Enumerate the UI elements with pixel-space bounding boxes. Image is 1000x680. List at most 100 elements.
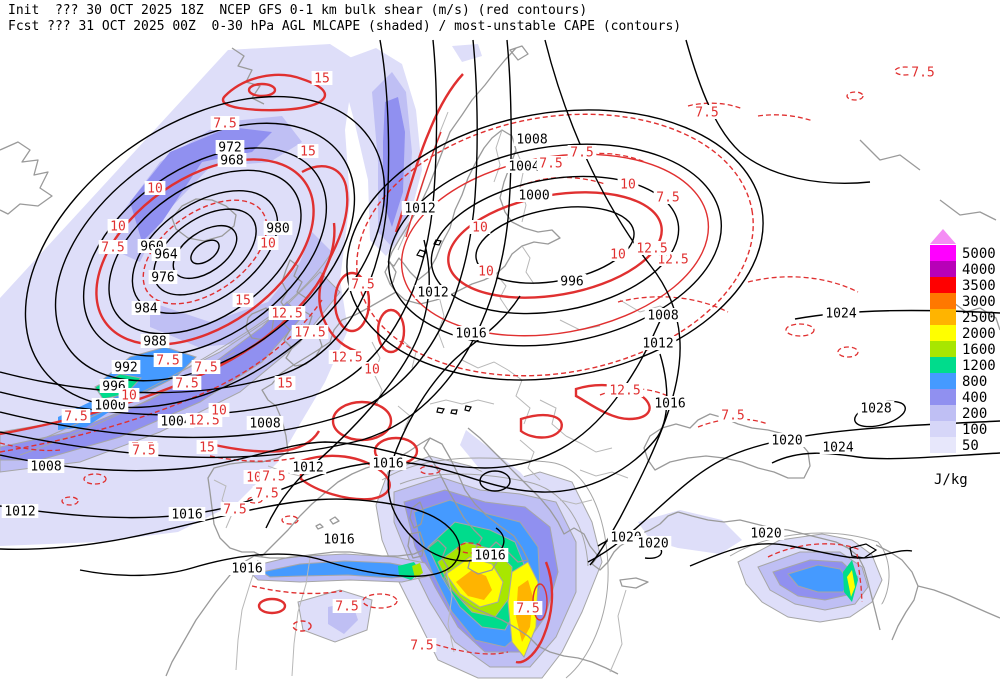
shear-label-box bbox=[252, 486, 282, 500]
pressure-label-box bbox=[215, 140, 245, 154]
shear-label: 17.5 bbox=[294, 326, 325, 341]
legend-value: 50 bbox=[962, 438, 979, 454]
shear-label-box bbox=[129, 443, 159, 457]
legend-level: 1600 bbox=[930, 341, 996, 358]
shear-label-box bbox=[220, 502, 250, 516]
shear-label: 10 bbox=[211, 404, 227, 419]
pressure-label: 988 bbox=[143, 335, 166, 350]
shear-label: 7.5 bbox=[695, 106, 718, 121]
shear-label-box bbox=[475, 264, 497, 278]
pressure-label-box bbox=[217, 153, 247, 167]
shear-label: 12.5 bbox=[609, 384, 640, 399]
shear-label: 7.5 bbox=[410, 639, 433, 654]
pressure-label: 1020 bbox=[637, 537, 668, 552]
pressure-label-box bbox=[320, 532, 358, 546]
pressure-label-box bbox=[131, 301, 161, 315]
pressure-label: 1004 bbox=[160, 415, 191, 430]
shear-label: 12.5 bbox=[657, 253, 688, 268]
legend-level: 3500 bbox=[930, 277, 996, 294]
shear-label: 7.5 bbox=[262, 470, 285, 485]
legend-swatch bbox=[930, 293, 956, 309]
pressure-label: 980 bbox=[266, 222, 289, 237]
pressure-label-box bbox=[401, 201, 439, 215]
legend-swatch bbox=[930, 437, 956, 453]
shear-label: 10 bbox=[610, 248, 626, 263]
shear-label-box bbox=[144, 181, 166, 195]
legend-value: 4000 bbox=[962, 262, 996, 278]
pressure-label-box bbox=[768, 433, 806, 447]
shear-label-box bbox=[61, 409, 91, 423]
shear-label: 7.5 bbox=[175, 377, 198, 392]
pressure-label: 972 bbox=[218, 141, 241, 156]
pressure-label: 1024 bbox=[825, 307, 856, 322]
pressure-label-box bbox=[168, 507, 206, 521]
legend-value: 2500 bbox=[962, 310, 996, 326]
pressure-label: 968 bbox=[220, 154, 243, 169]
pressure-label-box bbox=[515, 188, 553, 202]
shear-label-box bbox=[257, 236, 279, 250]
shear-label-box bbox=[654, 252, 692, 266]
pressure-label-box bbox=[513, 132, 551, 146]
legend-unit-label: J/kg bbox=[934, 472, 968, 488]
pressure-label-box bbox=[644, 308, 682, 322]
shear-label: 12.5 bbox=[188, 414, 219, 429]
legend-level: 3000 bbox=[930, 293, 996, 310]
header-fcst-line: Fcst ??? 31 OCT 2025 00Z 0-30 hPa AGL ML… bbox=[8, 19, 682, 34]
legend-value: 3500 bbox=[962, 278, 996, 294]
pressure-label-box bbox=[634, 536, 672, 550]
pressure-label-box bbox=[111, 360, 141, 374]
shear-label-box bbox=[210, 116, 240, 130]
legend-swatch bbox=[930, 341, 956, 357]
pressure-label-box bbox=[369, 456, 407, 470]
shear-label: 7.5 bbox=[101, 241, 124, 256]
shear-label-box bbox=[243, 470, 265, 484]
pressure-label: 976 bbox=[151, 271, 174, 286]
shear-label: 10 bbox=[121, 389, 137, 404]
pressure-label: 996 bbox=[560, 275, 583, 290]
legend-level: 50 bbox=[930, 437, 979, 454]
pressure-label: 1016 bbox=[372, 457, 403, 472]
shear-label-box bbox=[268, 306, 306, 320]
pressure-label: 1016 bbox=[474, 549, 505, 564]
shear-label: 7.5 bbox=[516, 602, 539, 617]
pressure-label: 1000 bbox=[94, 399, 125, 414]
pressure-label-box bbox=[471, 548, 509, 562]
shear-label-box bbox=[908, 65, 938, 79]
shear-label: 10 bbox=[364, 363, 380, 378]
pressure-label: 1016 bbox=[455, 327, 486, 342]
pressure-label-box bbox=[246, 416, 284, 430]
shear-label: 7.5 bbox=[223, 503, 246, 518]
shear-label-box bbox=[107, 219, 129, 233]
shear-label: 15 bbox=[199, 441, 215, 456]
shear-label-box bbox=[332, 599, 362, 613]
shear-label-box bbox=[653, 190, 683, 204]
shear-label: 10 bbox=[620, 178, 636, 193]
pressure-label: 1028 bbox=[860, 402, 891, 417]
shear-label: 7.5 bbox=[213, 117, 236, 132]
shear-label: 10 bbox=[472, 221, 488, 236]
shear-label: 10 bbox=[110, 220, 126, 235]
legend-value: 3000 bbox=[962, 294, 996, 310]
pressure-label-box bbox=[651, 396, 689, 410]
legend-value: 5000 bbox=[962, 246, 996, 262]
shear-label-box bbox=[536, 156, 566, 170]
pressure-label-box bbox=[639, 336, 677, 350]
pressure-label: 1012 bbox=[417, 286, 448, 301]
shear-label: 7.5 bbox=[570, 146, 593, 161]
shear-label: 7.5 bbox=[539, 157, 562, 172]
pressure-label-box bbox=[228, 561, 266, 575]
legend-swatch bbox=[930, 373, 956, 389]
pressure-label-box bbox=[747, 526, 785, 540]
legend-value: 800 bbox=[962, 374, 988, 390]
pressure-label: 984 bbox=[134, 302, 158, 317]
pressure-label-box bbox=[27, 459, 65, 473]
pressure-label: 1008 bbox=[249, 417, 280, 432]
shear-label: 15 bbox=[300, 145, 316, 160]
pressure-label-box bbox=[557, 274, 587, 288]
shear-label-box bbox=[98, 240, 128, 254]
shear-label: 15 bbox=[235, 294, 251, 309]
legend-level: 5000 bbox=[930, 245, 996, 262]
shear-label: 7.5 bbox=[335, 600, 358, 615]
